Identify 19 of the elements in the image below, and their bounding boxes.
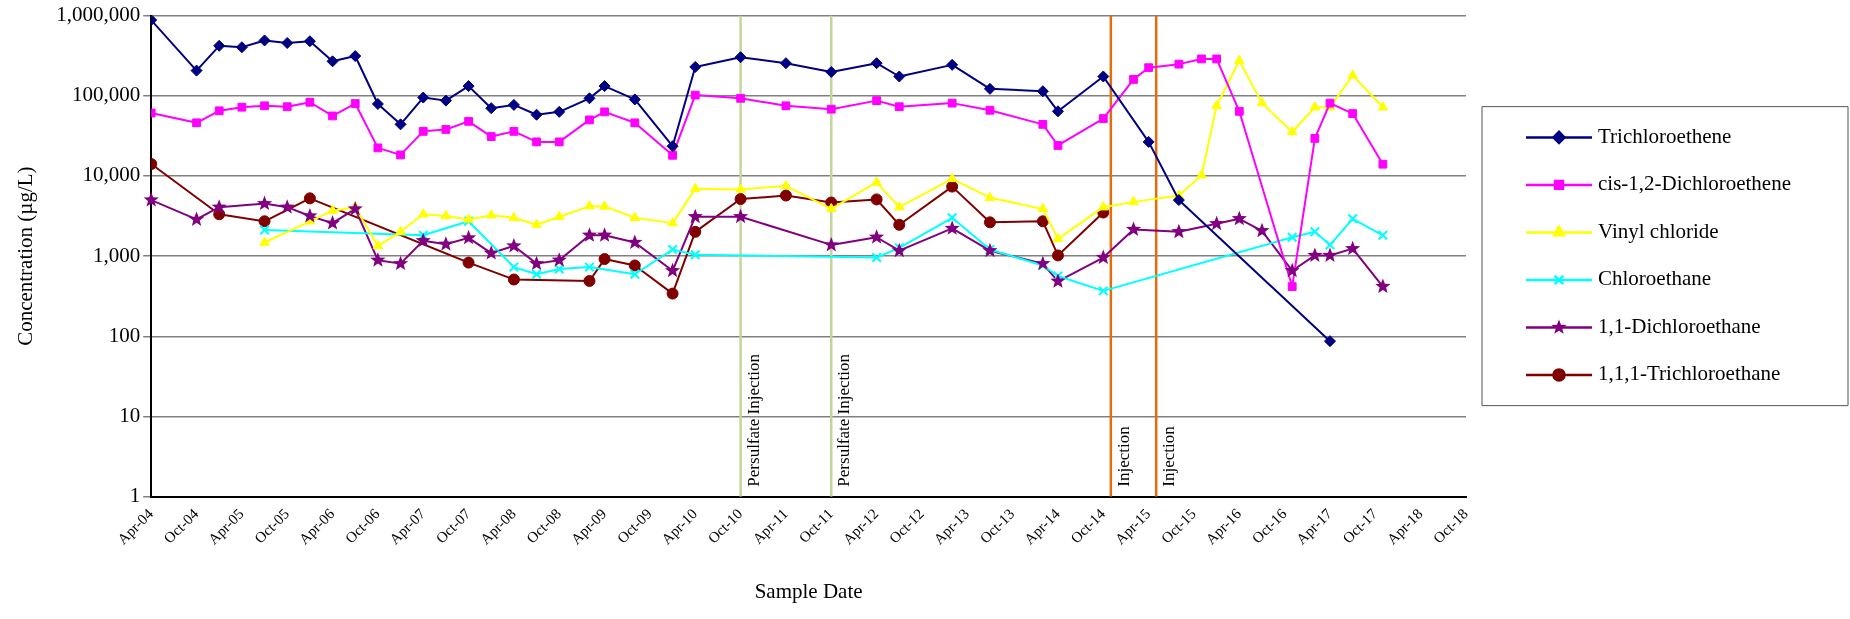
ref-line-label: Injection bbox=[1113, 425, 1133, 487]
ref-line-label: Persulfate Injection bbox=[834, 353, 854, 487]
y-axis-title: Concentration (µg/L) bbox=[13, 166, 38, 346]
y-tick-label: 10,000 bbox=[82, 162, 141, 187]
ref-line-label: Persulfate Injection bbox=[743, 353, 763, 487]
legend-label: cis-1,2-Dichloroethene bbox=[1598, 171, 1792, 196]
legend-label: 1,1-Dichloroethane bbox=[1598, 313, 1761, 338]
ref-line-label: Injection bbox=[1159, 425, 1179, 487]
y-tick-label: 1,000 bbox=[92, 242, 141, 267]
legend-label: Chloroethane bbox=[1598, 266, 1712, 291]
y-tick-label: 1,000,000 bbox=[56, 2, 141, 27]
y-tick-label: 1 bbox=[129, 483, 141, 508]
y-tick-label: 100,000 bbox=[71, 82, 141, 107]
y-tick-label: 100 bbox=[108, 322, 141, 347]
y-tick-label: 10 bbox=[119, 402, 141, 427]
legend-label: Trichloroethene bbox=[1598, 123, 1732, 148]
legend-label: Vinyl chloride bbox=[1598, 218, 1719, 243]
x-axis-title: Sample Date bbox=[754, 578, 863, 603]
legend-label: 1,1,1-Trichloroethane bbox=[1598, 361, 1781, 386]
